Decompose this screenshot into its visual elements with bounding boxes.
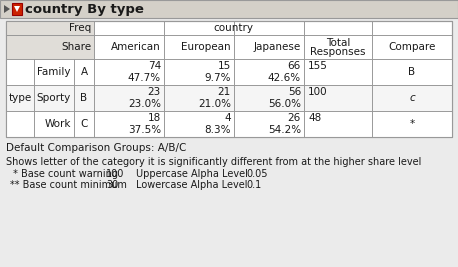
Text: 48: 48	[308, 113, 321, 123]
Text: Responses: Responses	[310, 47, 366, 57]
Text: 8.3%: 8.3%	[205, 125, 231, 135]
FancyBboxPatch shape	[6, 59, 452, 85]
Text: * Base count warning: * Base count warning	[10, 169, 118, 179]
Text: ** Base count minimum: ** Base count minimum	[10, 180, 127, 190]
FancyBboxPatch shape	[12, 3, 22, 15]
Text: 155: 155	[308, 61, 328, 71]
Text: 21: 21	[218, 87, 231, 97]
Text: 18: 18	[148, 113, 161, 123]
Text: European: European	[181, 42, 231, 52]
Text: 4: 4	[224, 113, 231, 123]
Polygon shape	[14, 6, 20, 12]
Text: B: B	[81, 93, 87, 103]
Text: C: C	[80, 119, 87, 129]
Text: 100: 100	[106, 169, 125, 179]
FancyBboxPatch shape	[6, 21, 452, 137]
Text: c: c	[409, 93, 415, 103]
Text: Uppercase Alpha Level: Uppercase Alpha Level	[136, 169, 248, 179]
Text: Share: Share	[61, 42, 91, 52]
Text: 23: 23	[148, 87, 161, 97]
FancyBboxPatch shape	[6, 111, 452, 137]
Text: 47.7%: 47.7%	[128, 73, 161, 83]
Text: 30: 30	[106, 180, 118, 190]
Text: Japanese: Japanese	[254, 42, 301, 52]
Text: 0.05: 0.05	[246, 169, 267, 179]
FancyBboxPatch shape	[6, 85, 452, 111]
Text: Work: Work	[44, 119, 71, 129]
Text: 56.0%: 56.0%	[268, 99, 301, 109]
Text: 9.7%: 9.7%	[205, 73, 231, 83]
Text: 100: 100	[308, 87, 327, 97]
Text: 74: 74	[148, 61, 161, 71]
Text: Sporty: Sporty	[37, 93, 71, 103]
Text: Total: Total	[326, 38, 350, 48]
Text: American: American	[111, 42, 161, 52]
Text: country By type: country By type	[25, 2, 144, 15]
Text: Shows letter of the category it is significantly different from at the higher sh: Shows letter of the category it is signi…	[6, 157, 421, 167]
Text: Family: Family	[38, 67, 71, 77]
Text: *: *	[409, 119, 414, 129]
Text: B: B	[409, 67, 415, 77]
Text: 66: 66	[288, 61, 301, 71]
Text: 26: 26	[288, 113, 301, 123]
Text: 56: 56	[288, 87, 301, 97]
Text: 54.2%: 54.2%	[268, 125, 301, 135]
Text: 0.1: 0.1	[246, 180, 261, 190]
Text: 21.0%: 21.0%	[198, 99, 231, 109]
Text: 42.6%: 42.6%	[268, 73, 301, 83]
FancyBboxPatch shape	[6, 21, 94, 59]
Text: 15: 15	[218, 61, 231, 71]
Text: 23.0%: 23.0%	[128, 99, 161, 109]
Text: Lowercase Alpha Level: Lowercase Alpha Level	[136, 180, 247, 190]
FancyBboxPatch shape	[0, 0, 458, 18]
Text: 37.5%: 37.5%	[128, 125, 161, 135]
Polygon shape	[4, 5, 10, 13]
Text: Freq: Freq	[69, 23, 91, 33]
Text: country: country	[213, 23, 253, 33]
Text: Default Comparison Groups: A/B/C: Default Comparison Groups: A/B/C	[6, 143, 186, 153]
Text: type: type	[8, 93, 32, 103]
Text: Compare: Compare	[388, 42, 436, 52]
Text: A: A	[81, 67, 87, 77]
